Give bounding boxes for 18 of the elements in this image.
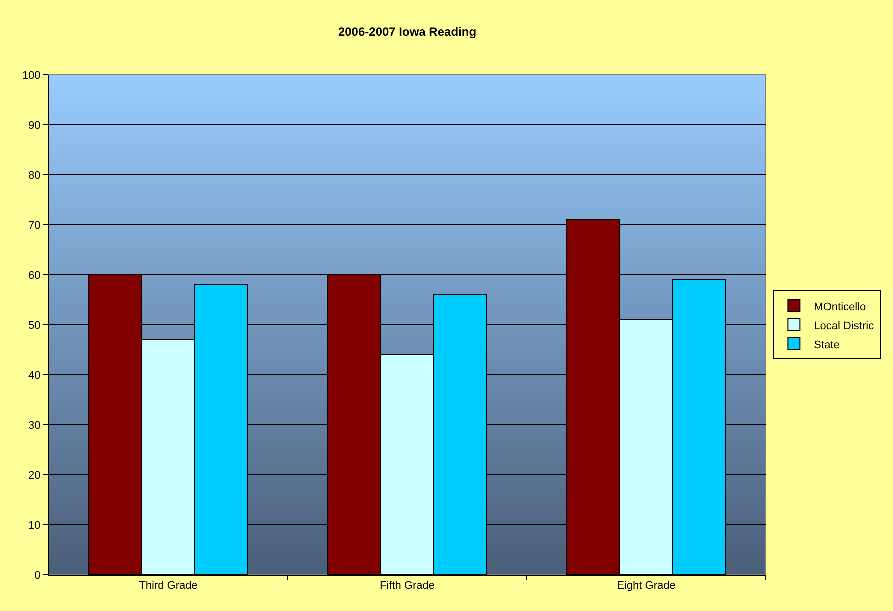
y-tick-label: 80	[28, 170, 41, 182]
legend-label: MOnticello	[814, 301, 866, 314]
chart-title: 2006-2007 Iowa Reading	[338, 25, 477, 40]
y-tick-label: 0	[34, 570, 41, 582]
x-tick-label: Eight Grade	[617, 580, 676, 592]
legend-label: Local Distric	[814, 320, 875, 332]
x-tick-label: Fifth Grade	[380, 580, 436, 592]
y-tick-label: 30	[28, 420, 41, 432]
legend-label: State	[814, 339, 840, 352]
y-tick-label: 50	[28, 320, 41, 332]
y-tick-label: 10	[28, 520, 41, 532]
y-tick-label: 90	[28, 120, 41, 132]
y-tick-label: 20	[28, 470, 41, 482]
y-tick-label: 100	[22, 70, 41, 82]
x-tick-label: Third Grade	[139, 580, 198, 592]
y-tick-label: 60	[28, 270, 41, 282]
y-tick-label: 70	[28, 220, 41, 232]
y-tick-label: 40	[28, 370, 41, 382]
